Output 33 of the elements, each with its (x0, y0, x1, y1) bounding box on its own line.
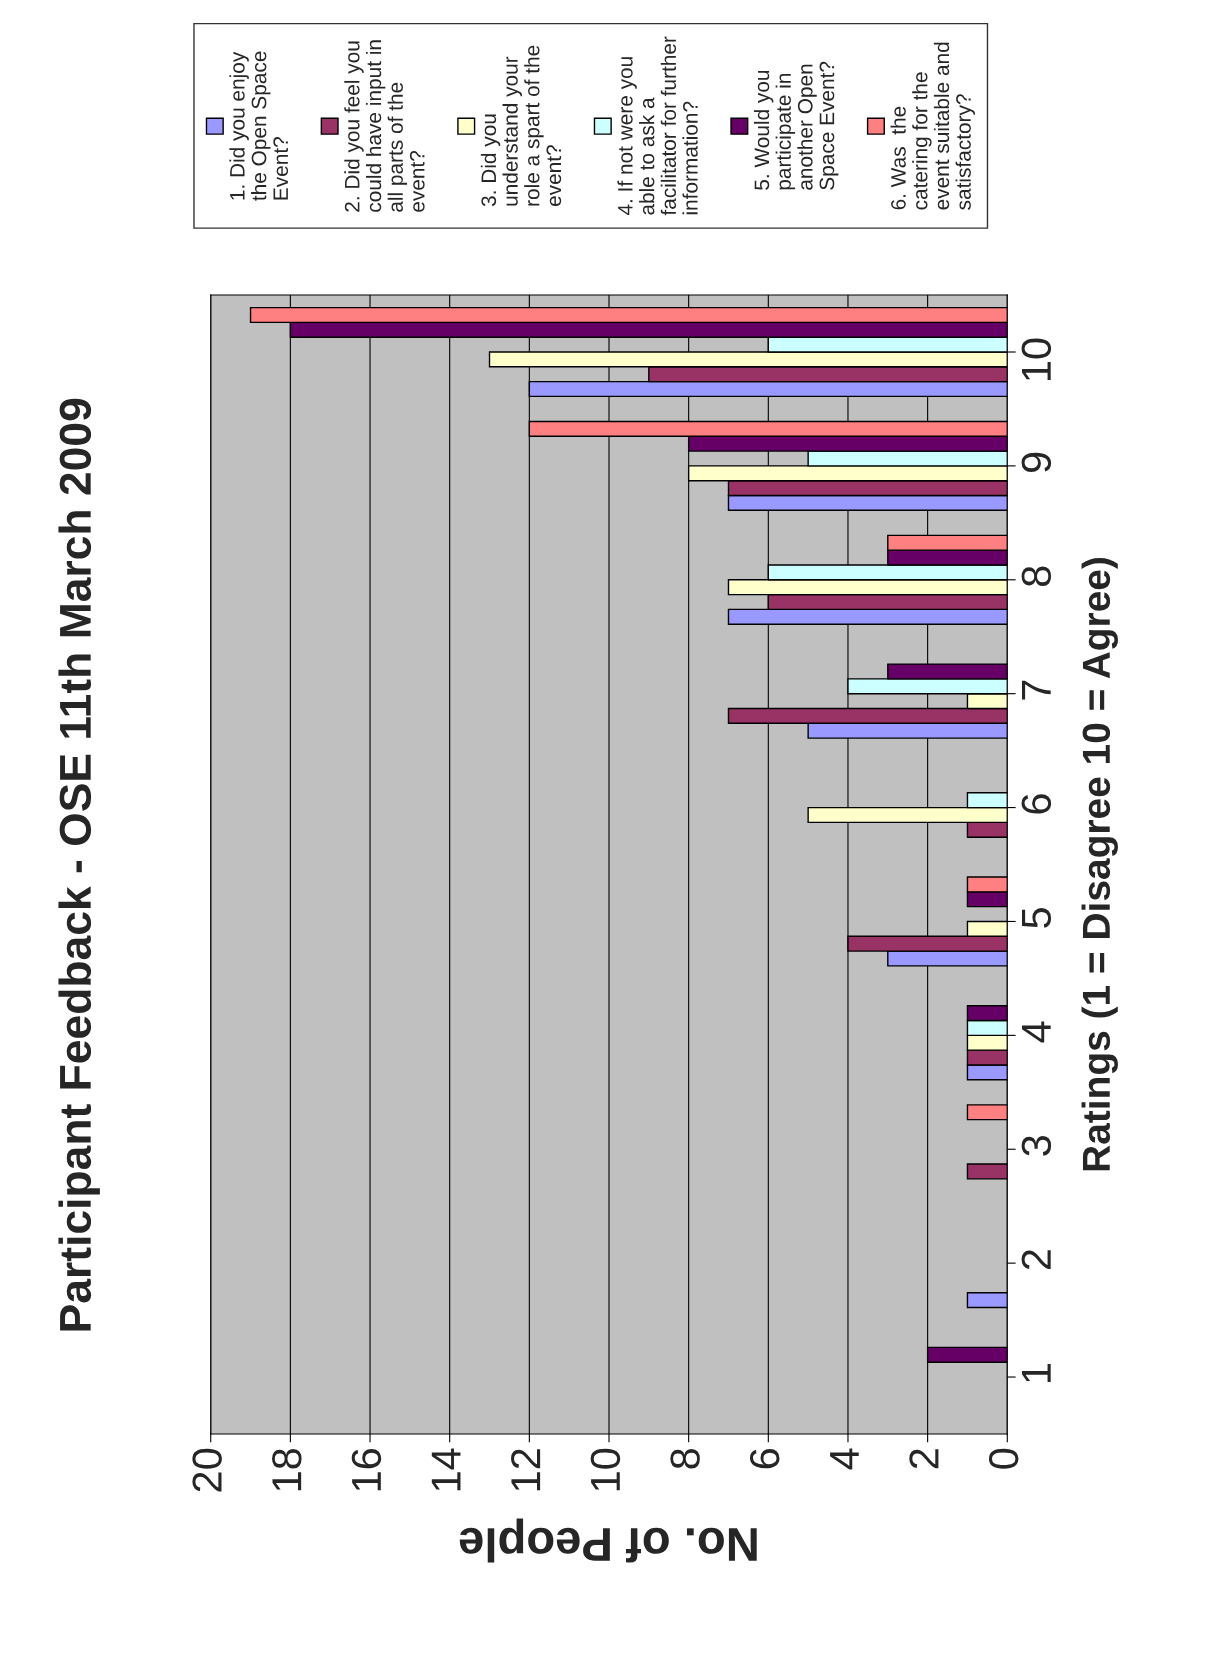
x-tick-label: 16 (351, 1449, 382, 1491)
legend-label: 5. Would you participate in another Open Space Event? (753, 61, 839, 190)
y-tick-label: 7 (1022, 680, 1051, 700)
bar (966, 1163, 1008, 1180)
legend-label: 3. Did you understand your role a spart of the event? (480, 45, 562, 207)
y-tick-label: 9 (1021, 452, 1052, 473)
y-tick-label: 5 (1022, 908, 1052, 928)
x-tick-label: 10 (590, 1448, 621, 1491)
legend-label: 4. If not were you able to ask a facilitator for further information? (617, 36, 698, 216)
x-tick-label: 2 (909, 1449, 939, 1469)
legend-label: 2. Did you feel you could have input in all parts of the event? (344, 40, 425, 212)
y-tick-label: 6 (1021, 794, 1052, 814)
x-tick-label: 4 (830, 1448, 859, 1470)
y-tick-label: 2 (1021, 1250, 1051, 1270)
x-tick-label: 20 (192, 1448, 222, 1492)
y-tick-label: 3 (1021, 1135, 1052, 1156)
y-axis-title: Ratings (1 = Disagree 10 = Agree) (1081, 558, 1118, 1171)
y-tick-label: 8 (1021, 566, 1052, 587)
y-tick-label: 10 (1021, 338, 1052, 381)
bar (966, 1292, 1008, 1309)
x-tick-label: 12 (511, 1449, 541, 1491)
x-tick-label: 6 (749, 1449, 780, 1469)
x-tick-label: 18 (272, 1448, 302, 1491)
text: Participant Feedback - OSE 11th March 2009 (58, 398, 100, 1331)
y-tick-label: 4 (1022, 1021, 1051, 1043)
x-tick-label: 0 (988, 1448, 1019, 1469)
x-axis-title: No. of People (459, 1518, 757, 1563)
x-tick-label: 8 (670, 1448, 700, 1469)
bar (966, 1104, 1008, 1121)
legend-label: 1. Did you enjoy the Open Space Event? (229, 51, 289, 201)
x-tick-label: 14 (431, 1448, 461, 1491)
y-tick-label: 1 (1022, 1363, 1051, 1382)
legend-label: 6. Was the catering for the event suitable and satisfactory? (890, 42, 975, 210)
